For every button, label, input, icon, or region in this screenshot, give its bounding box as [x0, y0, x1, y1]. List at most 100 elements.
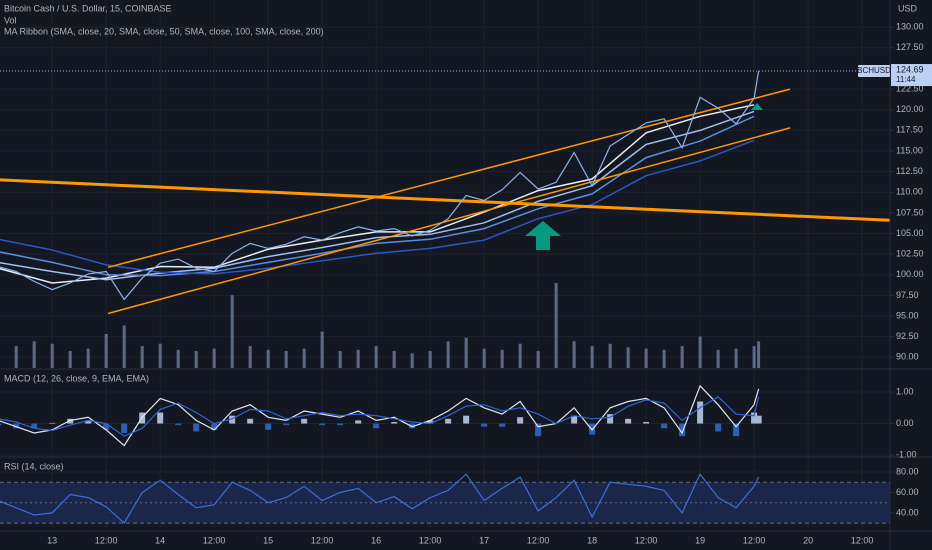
histogram-bar	[283, 423, 290, 426]
y-tick-label: 117.50	[896, 125, 923, 135]
trend-line	[107, 127, 791, 315]
countdown: 11:44	[896, 75, 916, 84]
price-tag	[891, 64, 932, 87]
y-tick-label: 127.50	[896, 42, 924, 52]
x-tick-label: 13	[47, 535, 57, 545]
volume-bar	[194, 351, 198, 368]
histogram-bar	[157, 412, 164, 424]
histogram-bar	[679, 423, 686, 437]
histogram-bar	[445, 418, 452, 424]
moving-average-line	[0, 139, 755, 275]
histogram-bar	[121, 423, 128, 434]
y-tick-label: 97.50	[896, 290, 919, 300]
histogram-bar	[625, 418, 632, 424]
volume-bar	[230, 295, 234, 368]
y-tick-label: 130.00	[896, 22, 924, 32]
x-tick-label: 15	[263, 535, 273, 545]
volume-bar	[572, 341, 576, 368]
x-tick-label: 12:00	[743, 535, 766, 545]
y-tick-label: 120.00	[896, 104, 924, 114]
y-tick-label: 110.00	[896, 187, 923, 197]
volume-bar	[302, 348, 306, 368]
moving-average-line	[0, 110, 755, 281]
volume-bar	[284, 351, 288, 368]
volume-bar	[428, 351, 432, 368]
y-tick-label: 1.00	[896, 386, 914, 396]
histogram-bar	[697, 401, 704, 424]
histogram-bar	[13, 423, 20, 429]
last-price-label: 124.69	[896, 64, 924, 74]
y-tick-label: 115.00	[896, 145, 923, 155]
x-tick-label: 12:00	[851, 535, 874, 545]
volume-bar	[536, 351, 540, 368]
y-tick-label: -1.00	[896, 449, 917, 459]
histogram-bar	[751, 412, 758, 424]
volume-bar	[104, 334, 108, 368]
histogram-bar	[499, 423, 506, 427]
histogram-bar	[319, 423, 326, 426]
volume-bar	[698, 336, 702, 368]
x-tick-label: 17	[479, 535, 489, 545]
volume-bar	[590, 346, 594, 368]
volume-bar	[644, 348, 648, 368]
volume-bar	[626, 347, 630, 368]
x-tick-label: 18	[587, 535, 597, 545]
histogram-bar	[733, 423, 740, 437]
x-tick-label: 12:00	[635, 535, 658, 545]
volume-bar	[32, 341, 36, 368]
histogram-bar	[193, 423, 200, 432]
volume-bar	[608, 343, 612, 368]
y-tick-label: 95.00	[896, 310, 919, 320]
volume-bar	[122, 325, 126, 368]
histogram-bar	[301, 418, 308, 424]
histogram-bar	[31, 423, 38, 429]
histogram-bar	[265, 423, 272, 430]
series-line	[0, 396, 760, 437]
histogram-bar	[85, 420, 92, 424]
x-tick-label: 12:00	[311, 535, 334, 545]
y-tick-label: 105.00	[896, 228, 924, 238]
histogram-bar	[409, 423, 416, 429]
histogram-bar	[373, 423, 380, 429]
series-line	[0, 70, 760, 301]
volume-bar	[356, 349, 360, 368]
volume-bar	[680, 346, 684, 368]
histogram-bar	[643, 421, 650, 424]
volume-bar	[500, 349, 504, 368]
y-tick-label: 107.50	[896, 207, 924, 217]
volume-bar	[338, 351, 342, 368]
histogram-bar	[755, 415, 762, 424]
x-tick-label: 12:00	[527, 535, 550, 545]
y-tick-label: 90.00	[896, 352, 919, 362]
moving-average-line	[0, 104, 755, 284]
histogram-bar	[0, 423, 2, 426]
x-tick-label: 20	[803, 535, 813, 545]
volume-bar	[554, 283, 558, 368]
volume-bar	[266, 349, 270, 368]
volume-bar	[757, 341, 761, 368]
histogram-bar	[481, 423, 488, 427]
y-tick-label: 40.00	[896, 507, 919, 517]
volume-bar	[14, 346, 18, 368]
histogram-bar	[535, 423, 542, 437]
volume-bar	[86, 348, 90, 368]
histogram-bar	[661, 423, 668, 429]
volume-bar	[176, 349, 180, 368]
arrow-up-icon	[525, 221, 561, 250]
x-tick-label: 14	[155, 535, 165, 545]
volume-bar	[464, 337, 468, 368]
y-tick-label: 122.50	[896, 83, 924, 93]
histogram-bar	[391, 421, 398, 424]
volume-bar	[446, 341, 450, 368]
histogram-bar	[175, 423, 182, 426]
y-tick-label: 60.00	[896, 487, 919, 497]
x-tick-label: 16	[371, 535, 381, 545]
y-tick-label: 100.00	[896, 269, 924, 279]
volume-bar	[68, 351, 72, 368]
histogram-bar	[211, 423, 218, 430]
moving-average-line	[0, 115, 755, 277]
volume-bar	[752, 346, 756, 368]
triangle-icon	[751, 103, 763, 110]
volume-bar	[158, 343, 162, 368]
